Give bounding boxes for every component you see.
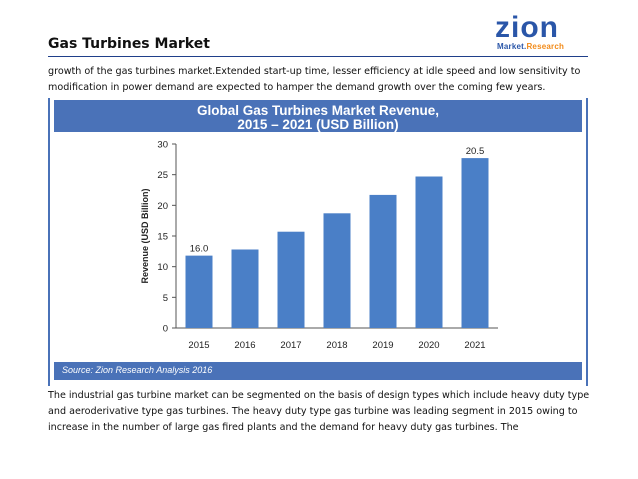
y-tick-label: 10 xyxy=(157,262,168,273)
bar-2019 xyxy=(369,194,397,328)
zion-logo: zion Market.Research xyxy=(495,13,590,52)
x-tick-label: 2021 xyxy=(464,340,485,351)
y-tick-label: 25 xyxy=(157,170,168,181)
bar-2018 xyxy=(323,213,351,328)
paragraph-bottom: The industrial gas turbine market can be… xyxy=(48,390,590,433)
data-label-2015: 16.0 xyxy=(190,244,209,255)
x-tick-label: 2019 xyxy=(372,340,393,351)
header-divider xyxy=(48,56,588,57)
x-tick-label: 2020 xyxy=(418,340,439,351)
bar-2016 xyxy=(231,249,259,328)
y-tick-label: 15 xyxy=(157,232,168,243)
chart-frame-right xyxy=(586,98,588,386)
chart-figure: Global Gas Turbines Market Revenue, 2015… xyxy=(48,98,588,386)
logo-wordmark: zion xyxy=(495,13,559,43)
logo-text: zion xyxy=(495,11,559,44)
x-tick-label: 2017 xyxy=(280,340,301,351)
y-tick-label: 30 xyxy=(157,140,168,151)
logo-tagline-research: Research xyxy=(526,42,565,51)
y-tick-label: 0 xyxy=(163,324,168,335)
chart-title-line1: Global Gas Turbines Market Revenue, xyxy=(196,103,440,118)
x-tick-label: 2016 xyxy=(234,340,255,351)
logo-tagline-market: Market xyxy=(497,42,524,51)
data-label-2021: 20.5 xyxy=(466,146,485,157)
bar-2017 xyxy=(277,231,305,328)
x-tick-label: 2018 xyxy=(326,340,347,351)
x-tick-label: 2015 xyxy=(188,340,209,351)
bar-2021 xyxy=(461,158,489,328)
logo-tagline: Market.Research xyxy=(497,42,565,51)
y-tick-label: 5 xyxy=(163,293,168,304)
paragraph-top: growth of the gas turbines market.Extend… xyxy=(48,66,581,93)
chart-source: Source: Zion Research Analysis 2016 xyxy=(62,365,213,375)
chart-source-banner: Source: Zion Research Analysis 2016 xyxy=(54,362,582,380)
bar-2015 xyxy=(185,255,213,328)
bar-chart: 0 5 10 15 20 25 30 Revenue (USD Billion) 2015 16.… xyxy=(140,140,498,351)
chart-frame-left xyxy=(48,98,50,386)
y-tick-label: 20 xyxy=(157,201,168,212)
chart-title-banner: Global Gas Turbines Market Revenue, 2015… xyxy=(54,100,582,132)
bar-2020 xyxy=(415,176,443,328)
chart-title-line2: 2015 – 2021 (USD Billion) xyxy=(237,116,399,132)
y-axis-label: Revenue (USD Billion) xyxy=(140,188,150,283)
chart-title: Global Gas Turbines Market Revenue, 2015… xyxy=(54,104,582,131)
page-title: Gas Turbines Market xyxy=(48,36,210,52)
